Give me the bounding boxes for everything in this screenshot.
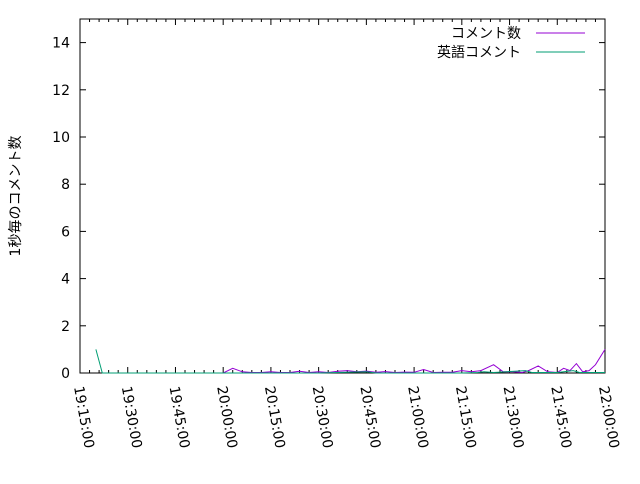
x-tick-label: 19:30:00 <box>118 385 145 450</box>
x-tick-label: 19:15:00 <box>70 385 97 450</box>
y-tick-label: 14 <box>52 36 70 52</box>
legend-label: コメント数 <box>451 26 521 42</box>
legend-label: 英語コメント <box>437 44 521 61</box>
axes: 0 2 4 6 8 10 12 14 19:15:00 19:30:00 19:45:00 20:00… <box>52 18 622 450</box>
series-lines <box>95 349 606 374</box>
x-tick-label: 19:45:00 <box>166 385 193 450</box>
x-tick-label: 21:15:00 <box>452 385 479 450</box>
y-tick-label: 10 <box>52 130 70 146</box>
x-tick-label: 20:30:00 <box>309 385 336 450</box>
x-tick-label: 22:00:00 <box>595 385 622 450</box>
x-tick-label: 21:45:00 <box>547 385 574 450</box>
y-tick-label: 0 <box>61 366 70 382</box>
x-tick-label: 20:00:00 <box>213 385 240 450</box>
y-axis-label: 1秒毎のコメント数 <box>8 136 24 257</box>
x-tick-label: 21:30:00 <box>500 385 527 450</box>
y-tick-label: 2 <box>61 319 70 335</box>
x-tick-label: 20:45:00 <box>356 385 383 450</box>
y-tick-label: 4 <box>61 272 70 288</box>
series-line-2 <box>95 349 605 374</box>
x-tick-label: 20:15:00 <box>261 385 288 450</box>
plot-border <box>79 18 606 374</box>
y-tick-label: 8 <box>61 177 70 193</box>
series-line-1 <box>213 349 606 374</box>
y-tick-label: 6 <box>61 224 70 240</box>
y-tick-label: 12 <box>52 83 70 99</box>
x-tick-label: 21:00:00 <box>404 385 431 450</box>
